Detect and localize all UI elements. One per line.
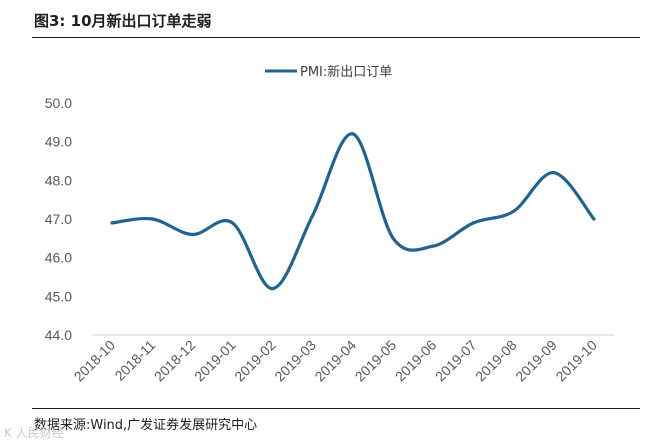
data-point	[271, 287, 275, 291]
figure-title: 图3: 10月新出口订单走弱	[34, 12, 212, 30]
x-tick-label: 2019-08	[472, 337, 520, 385]
y-tick-label: 49.0	[45, 134, 72, 150]
x-tick-label: 2019-06	[392, 337, 440, 385]
x-tick-label: 2019-09	[512, 337, 560, 385]
y-tick-label: 46.0	[45, 250, 72, 266]
x-tick-label: 2019-02	[231, 337, 279, 385]
x-tick-label: 2019-10	[552, 337, 600, 385]
data-point	[190, 232, 194, 237]
title-divider	[32, 37, 640, 38]
watermark-logo: K 人民财经	[4, 426, 64, 440]
data-point	[512, 209, 516, 213]
data-point	[471, 221, 476, 225]
data-point	[351, 132, 355, 136]
data-point	[150, 217, 154, 221]
x-tick-label: 2019-05	[352, 337, 400, 385]
data-point	[311, 213, 315, 217]
data-point	[552, 171, 556, 175]
x-tick-label: 2019-01	[191, 337, 239, 385]
data-point	[230, 221, 235, 225]
x-tick-label: 2019-07	[432, 337, 480, 385]
x-tick-label: 2018-11	[111, 337, 158, 384]
data-point	[592, 217, 596, 221]
y-tick-label: 47.0	[45, 211, 72, 227]
x-tick-label: 2018-12	[151, 337, 199, 385]
data-point	[391, 236, 395, 240]
data-source-note: 数据来源:Wind,广发证券发展研究中心	[34, 418, 258, 433]
series-line	[110, 132, 596, 291]
data-point	[431, 244, 435, 248]
x-tick-label: 2019-04	[311, 337, 359, 385]
data-point	[110, 221, 114, 225]
y-tick-label: 48.0	[45, 172, 72, 188]
y-tick-label: 45.0	[45, 288, 72, 304]
y-tick-label: 44.0	[45, 327, 72, 343]
chart-legend: PMI:新出口订单	[265, 64, 392, 80]
footer-divider	[32, 408, 640, 409]
legend-label: PMI:新出口订单	[300, 64, 392, 80]
x-tick-label: 2019-03	[271, 337, 319, 385]
x-tick-label: 2018-10	[71, 337, 119, 385]
y-tick-label: 50.0	[45, 95, 72, 111]
